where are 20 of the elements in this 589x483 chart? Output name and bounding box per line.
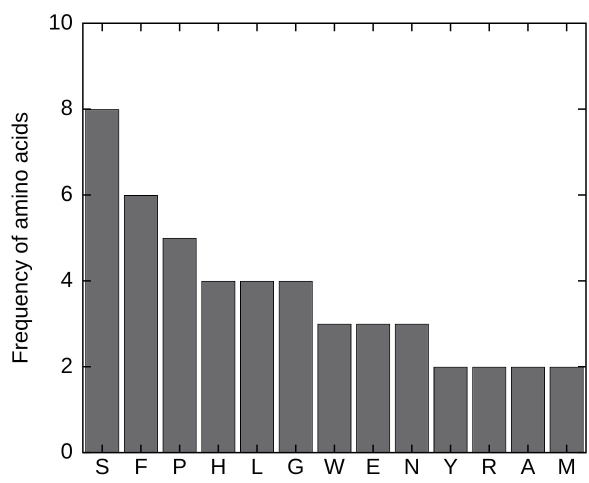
y-tick-label: 0 [60,438,73,464]
x-tick-label: G [287,454,304,479]
x-tick-label: W [324,454,346,479]
x-tick-label: M [557,454,576,479]
x-tick-label: L [250,454,264,479]
x-tick-label: Y [443,454,458,479]
x-tick-label: P [172,454,187,479]
y-tick-label: 10 [48,9,73,34]
y-tick-label: 6 [60,181,73,206]
y-axis-title: Frequency of amino acids [7,112,32,364]
y-tick-label: 4 [60,266,73,292]
y-tick-label: 8 [60,95,73,120]
x-tick-label: S [94,454,110,479]
x-tick-label: R [481,454,498,479]
x-tick-label: A [520,454,536,479]
x-tick-label: F [134,454,148,479]
y-tick-label: 2 [60,352,73,378]
x-tick-label: H [210,454,226,479]
x-tick-label: N [404,454,420,479]
x-tick-label: E [366,454,380,479]
